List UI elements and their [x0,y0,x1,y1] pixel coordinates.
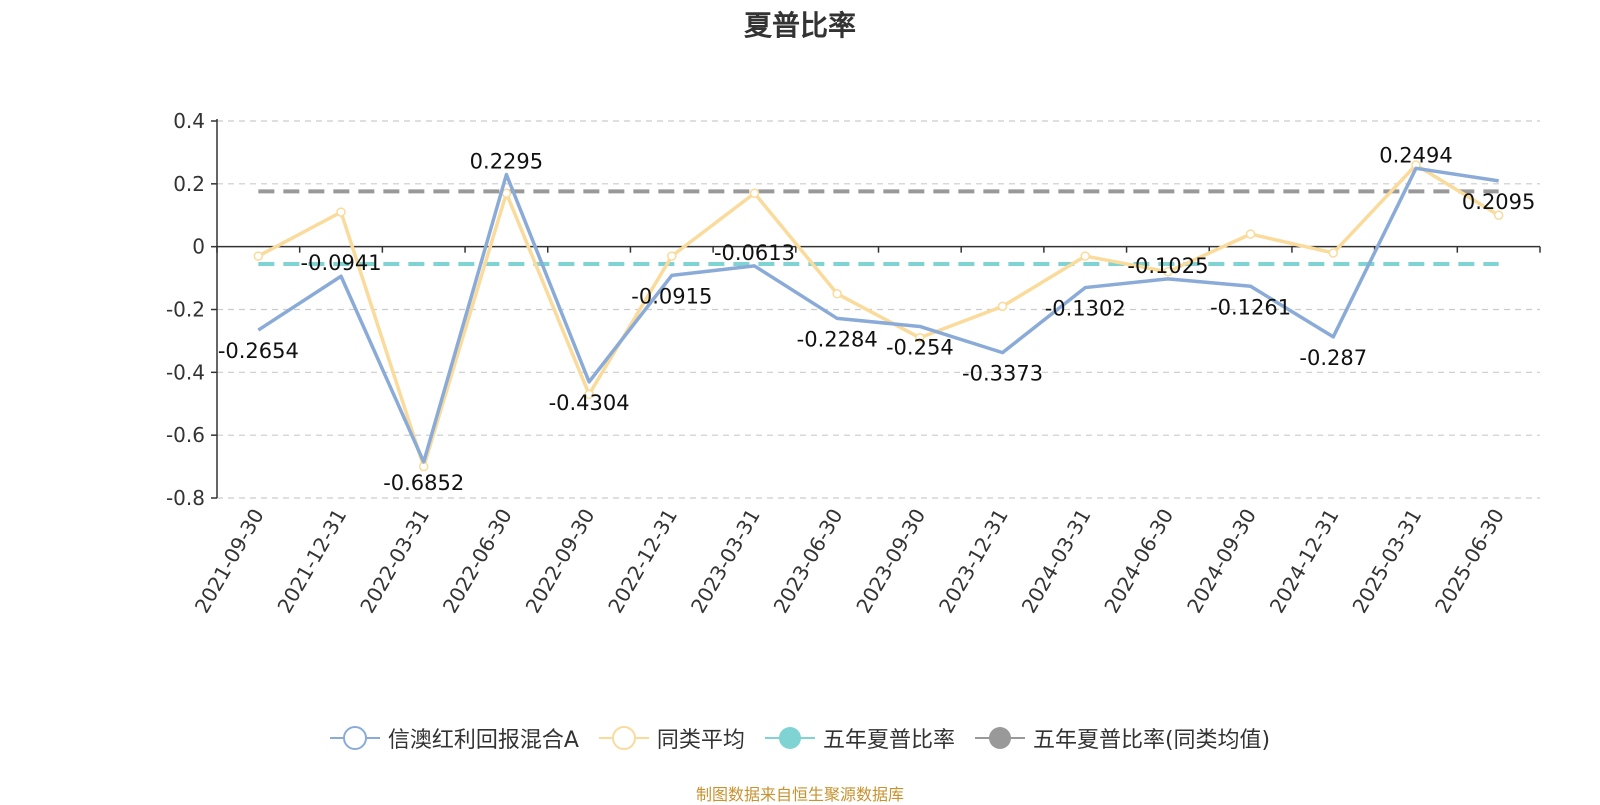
data-label-fund: -0.1302 [1045,297,1126,321]
data-label-fund: 0.2295 [470,150,543,174]
data-point-peer-average [253,251,264,261]
data-label-fund: -0.254 [886,335,954,359]
x-tick-label: 2022-06-30 [438,505,517,618]
x-tick-label: 2022-03-31 [355,505,434,618]
legend-symbol-peer-average [598,726,649,750]
y-tick-label: -0.4 [166,360,205,384]
chart-title: 夏普比率 [743,9,856,42]
data-label-fund: 0.2095 [1462,190,1535,214]
data-label-fund: -0.0915 [631,284,712,308]
y-tick-label: -0.6 [166,423,205,447]
data-point-peer-average [336,207,346,217]
x-tick-label: 2022-12-31 [603,505,682,618]
data-point-peer-average [418,461,429,472]
data-point-peer-average [584,389,594,400]
legend-label-fund: 信澳红利回报混合A [387,728,579,753]
data-label-fund: -0.2654 [218,339,299,363]
data-label-fund: -0.0941 [301,251,382,275]
x-tick-label: 2025-03-31 [1347,505,1426,618]
data-point-peer-average [1080,251,1090,261]
data-point-peer-average [832,289,842,299]
legend-label-five-year-sharpe-peer: 五年夏普比率(同类均值) [1032,728,1271,753]
x-tick-label: 2024-06-30 [1099,505,1178,618]
legend-label-peer-average: 同类平均 [656,728,745,753]
y-tick-label: 0.2 [173,172,205,196]
data-point-peer-average [915,333,925,343]
x-tick-label: 2022-09-30 [521,505,600,618]
x-tick-label: 2021-09-30 [190,505,269,618]
data-label-fund: -0.4304 [549,391,630,415]
legend-label-five-year-sharpe: 五年夏普比率 [822,728,955,753]
y-tick-label: 0.4 [173,109,205,133]
data-label-fund: -0.287 [1299,346,1367,370]
data-label-fund: -0.6852 [383,471,464,495]
legend-item-fund[interactable]: 信澳红利回报混合A [329,722,579,754]
series-line-fund [257,166,1499,464]
legend-item-peer-average[interactable]: 同类平均 [598,722,745,754]
x-tick-label: 2025-06-30 [1430,505,1509,618]
source-note: 制图数据来自恒生聚源数据库 [695,785,904,804]
y-tick-label: 0 [192,235,205,259]
data-label-fund: -0.0613 [714,241,795,265]
chart-legend[interactable]: 信澳红利回报混合A 同类平均 五年夏普比率 五年夏普比率(同类均值) [0,722,1600,754]
series-line-peer-average [257,163,1500,469]
legend-item-five-year-sharpe-peer[interactable]: 五年夏普比率(同类均值) [974,722,1271,754]
data-label-fund: -0.3373 [962,362,1043,386]
legend-symbol-fund [329,726,380,750]
data-point-peer-average [1245,229,1256,239]
legend-symbol-five-year-sharpe-peer [974,727,1025,749]
data-point-peer-average [1493,210,1504,220]
legend-symbol-five-year-sharpe [764,727,815,749]
data-point-peer-average [1163,267,1173,277]
x-tick-label: 2024-03-31 [1017,505,1096,618]
data-point-peer-average [1328,248,1339,258]
data-point-peer-average [997,301,1008,312]
data-point-peer-average [667,251,677,261]
y-tick-label: -0.8 [166,486,205,510]
data-label-fund: -0.1261 [1210,295,1291,319]
x-tick-label: 2021-12-31 [272,505,351,618]
legend-item-five-year-sharpe[interactable]: 五年夏普比率 [764,722,955,754]
data-label-fund: 0.2494 [1379,143,1452,167]
x-tick-label: 2023-09-30 [851,505,930,618]
data-point-peer-average [749,188,760,199]
x-tick-label: 2023-12-31 [934,505,1013,618]
x-tick-label: 2024-09-30 [1182,505,1261,618]
data-label-fund: -0.1025 [1127,254,1208,278]
x-tick-label: 2024-12-31 [1265,505,1344,618]
y-tick-label: -0.2 [166,298,205,322]
x-tick-label: 2023-06-30 [769,505,848,618]
data-label-fund: -0.2284 [797,327,878,351]
x-tick-label: 2023-03-31 [686,505,765,618]
